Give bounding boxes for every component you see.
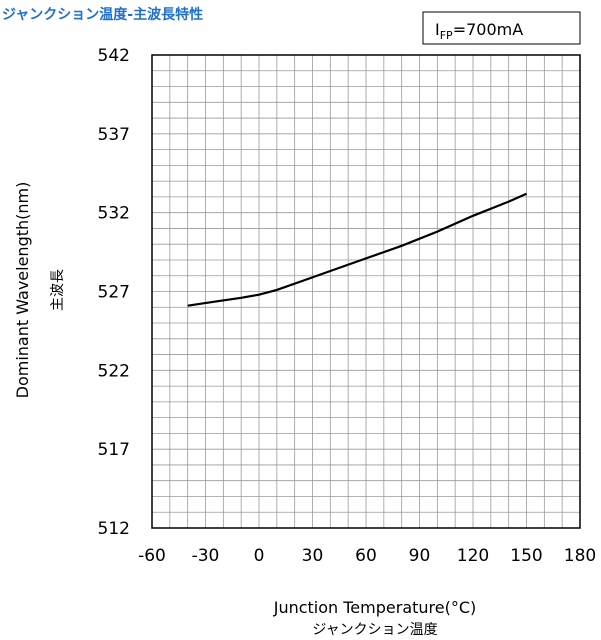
x-tick-label: 30	[302, 546, 324, 566]
condition-main: I	[435, 20, 440, 39]
plot-frame	[151, 54, 581, 529]
x-tick-label: 60	[355, 546, 377, 566]
grid	[152, 55, 580, 528]
x-axis-label: Junction Temperature(°C)	[273, 598, 477, 617]
x-tick-label: 0	[254, 546, 265, 566]
condition-legend: IFP=700mA	[422, 11, 581, 45]
condition-sub: FP	[440, 29, 453, 42]
x-tick-label: 120	[457, 546, 489, 566]
x-tick-label: -60	[138, 546, 166, 566]
condition-legend-box	[422, 11, 581, 45]
condition-legend-text: IFP=700mA	[435, 20, 523, 42]
x-tick-label: 150	[510, 546, 542, 566]
y-tick-labels: 512 517 522 527 532 537 542	[98, 46, 130, 539]
page-title: ジャンクション温度-主波長特性	[2, 7, 204, 23]
series-line	[187, 192, 527, 307]
y-tick-label: 532	[98, 204, 130, 224]
y-tick-label: 542	[98, 46, 130, 66]
y-tick-label: 522	[98, 361, 130, 381]
x-axis-sublabel: ジャンクション温度	[312, 622, 437, 638]
y-tick-label: 512	[98, 519, 130, 539]
x-tick-labels: -60 -30 0 30 60 90 120 150 180	[138, 546, 596, 566]
series-layer	[187, 192, 527, 307]
y-tick-label: 537	[98, 125, 130, 145]
x-tick-label: 90	[409, 546, 431, 566]
x-tick-label: 180	[564, 546, 596, 566]
y-axis-sublabel: 主波長	[50, 269, 66, 311]
x-tick-label: -30	[192, 546, 220, 566]
condition-rest: =700mA	[453, 20, 524, 39]
y-axis-label: Dominant Wavelength(nm)	[13, 182, 32, 399]
y-tick-label: 517	[98, 440, 130, 460]
y-tick-label: 527	[98, 283, 130, 303]
